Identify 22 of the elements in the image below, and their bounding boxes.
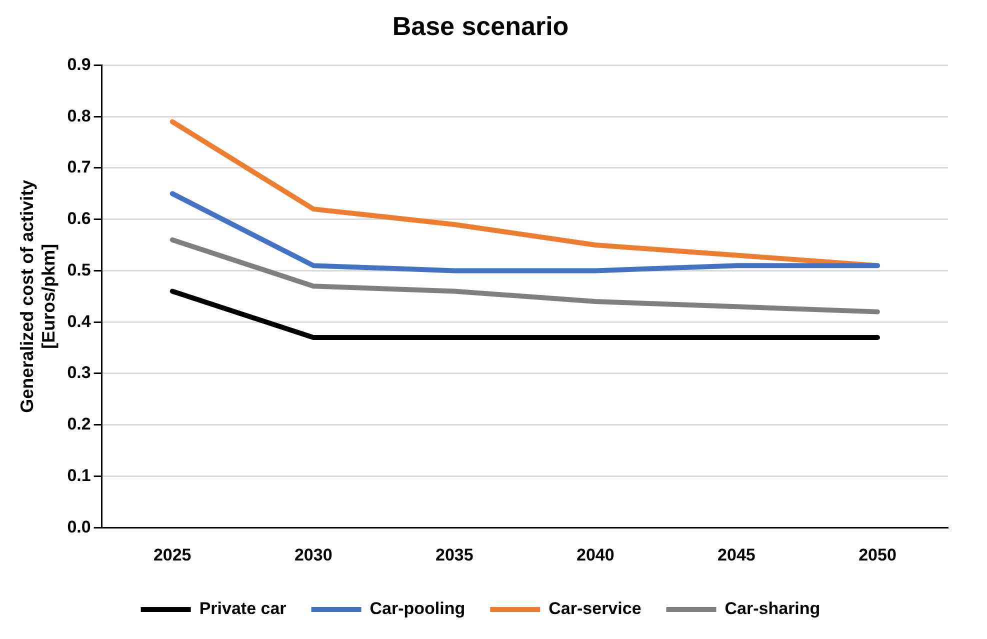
x-tick-label: 2050 — [858, 545, 896, 564]
chart-title: Base scenario — [392, 10, 569, 41]
legend-label: Private car — [199, 599, 287, 618]
x-tick-label: 2045 — [718, 545, 756, 564]
x-tick-label: 2030 — [294, 545, 332, 564]
y-tick-label: 0.3 — [67, 363, 91, 382]
y-tick-label: 0.1 — [67, 466, 91, 485]
legend-label: Car-service — [548, 599, 642, 618]
y-tick-label: 0.6 — [67, 209, 91, 228]
y-tick-label: 0.8 — [67, 106, 91, 126]
legend-label: Car-sharing — [724, 599, 820, 618]
y-tick-label: 0.9 — [67, 54, 91, 74]
y-tick-label: 0.0 — [67, 517, 91, 536]
y-tick-label: 0.2 — [67, 414, 91, 434]
y-tick-label: 0.5 — [67, 260, 91, 280]
y-tick-label: 0.7 — [67, 158, 91, 177]
x-tick-label: 2040 — [576, 545, 614, 564]
y-tick-label: 0.4 — [67, 312, 92, 331]
x-tick-label: 2025 — [153, 545, 192, 564]
y-axis-title: Generalized cost of activity [Euros/pkm] — [16, 180, 58, 413]
legend-label: Car-pooling — [370, 599, 466, 618]
x-tick-label: 2035 — [435, 545, 474, 564]
